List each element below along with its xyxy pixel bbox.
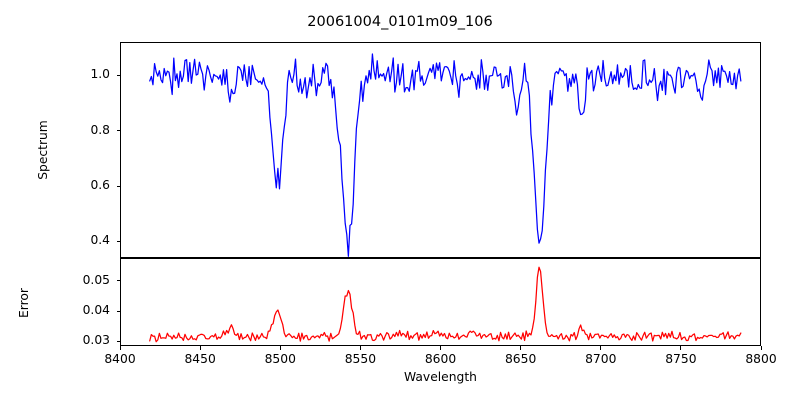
y-tick-label-spectrum-1.0: 1.0 [90, 67, 110, 82]
y-tick-label-error-0.05: 0.05 [82, 272, 110, 287]
x-tick-label-8450: 8450 [184, 352, 216, 366]
y-tick-label-error-0.03: 0.03 [82, 333, 110, 348]
y-tickmark-error-0.05 [116, 280, 120, 282]
y-axis-label-error: Error [17, 288, 31, 318]
x-tickmark-8700 [600, 346, 602, 350]
spectrum-plot-panel [120, 42, 761, 258]
spectrum-plot-area [149, 53, 742, 257]
x-tickmark-8550 [359, 346, 361, 350]
x-tick-label-8700: 8700 [585, 352, 617, 366]
error-data-line [149, 266, 742, 343]
figure-title: 20061004_0101m09_106 [307, 14, 493, 30]
y-tick-label-spectrum-0.8: 0.8 [90, 122, 110, 137]
x-tick-label-8600: 8600 [424, 352, 457, 366]
x-tick-label-8650: 8650 [504, 352, 537, 366]
y-tickmark-spectrum-0.6 [116, 185, 120, 187]
x-tick-label-8550: 8550 [344, 352, 377, 366]
y-tickmark-spectrum-1.0 [116, 74, 120, 76]
x-tickmark-8800 [760, 346, 762, 350]
x-tick-label-8500: 8500 [264, 352, 296, 366]
error-plot-area [149, 266, 742, 343]
x-tickmark-8400 [119, 346, 121, 350]
x-tick-label-8750: 8750 [665, 352, 697, 366]
y-tickmark-error-0.03 [116, 340, 120, 343]
x-axis-label-wavelength: Wavelength [404, 370, 477, 384]
y-tick-label-spectrum-0.4: 0.4 [90, 233, 110, 248]
y-tickmark-spectrum-0.8 [116, 130, 120, 132]
error-plot-panel [120, 258, 761, 346]
x-tickmark-8750 [680, 346, 682, 350]
y-tickmark-spectrum-0.4 [116, 240, 120, 242]
x-tickmark-8600 [440, 346, 442, 350]
y-tick-label-error-0.04: 0.04 [82, 303, 110, 318]
spectrum-data-line [149, 53, 742, 257]
x-tick-label-8400: 8400 [104, 352, 136, 366]
y-tickmark-error-0.04 [116, 310, 120, 312]
x-tick-label-8800: 8800 [745, 352, 777, 366]
x-tickmark-8500 [279, 346, 281, 350]
x-tickmark-8450 [199, 346, 201, 350]
y-axis-label-spectrum: Spectrum [36, 120, 50, 180]
y-tick-label-spectrum-0.6: 0.6 [90, 178, 110, 192]
x-tickmark-8650 [520, 346, 522, 350]
